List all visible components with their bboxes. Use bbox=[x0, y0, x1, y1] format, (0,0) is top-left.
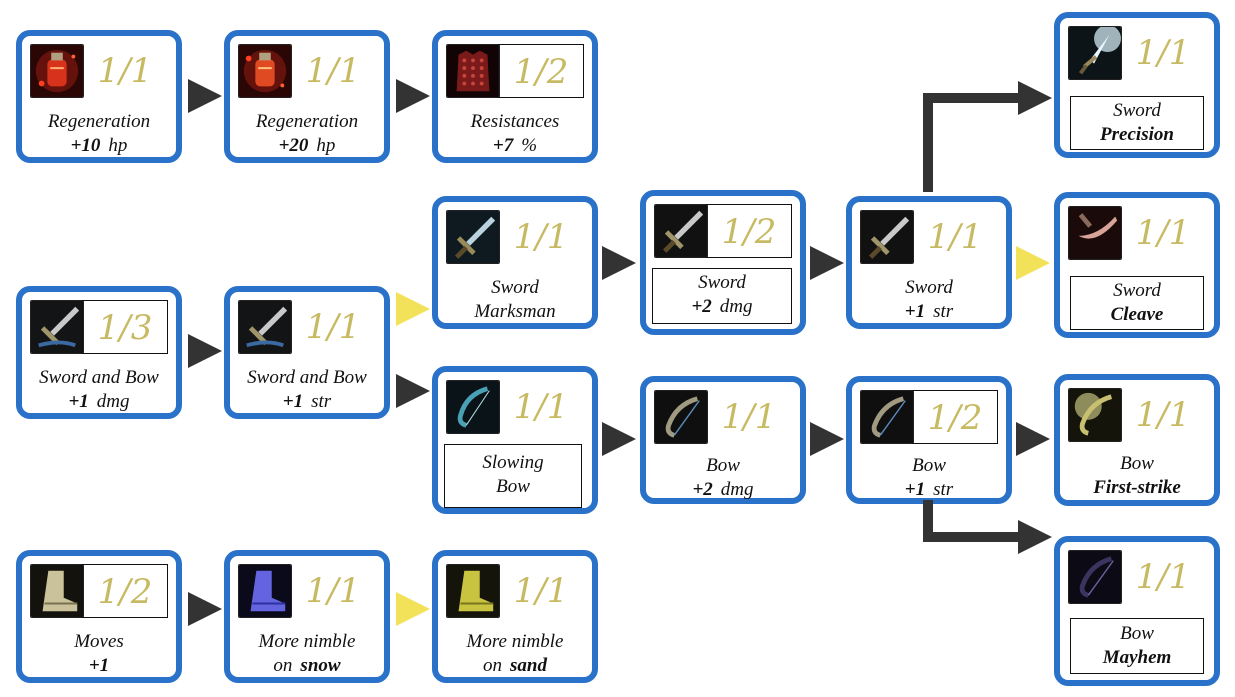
arrow-sword-str-to-cleave bbox=[1016, 246, 1050, 280]
skill-caption: More nimble on sand bbox=[466, 631, 564, 676]
skill-caption: Regeneration +10 hp bbox=[47, 111, 151, 156]
skill-caption: Slowing Bow bbox=[444, 444, 582, 508]
skill-caption: Resistances +7% bbox=[470, 111, 560, 156]
bow-icon bbox=[446, 380, 500, 434]
sword-icon bbox=[860, 210, 914, 264]
skill-level: 1/1 bbox=[1135, 213, 1191, 253]
arrow-slowing-bow-to-bow-dmg bbox=[602, 422, 636, 456]
skill-level: 1/2 bbox=[82, 564, 168, 618]
connector-sword-to-precision-vertical bbox=[923, 93, 933, 192]
arrow-swordbow-dmg-to-str bbox=[188, 334, 222, 368]
arrow-marksman-to-sword-dmg bbox=[602, 246, 636, 280]
regeneration-potion-icon bbox=[238, 44, 292, 98]
armor-icon bbox=[446, 44, 500, 98]
connector-sword-to-precision-horizontal bbox=[923, 93, 1021, 103]
sword-icon bbox=[446, 210, 500, 264]
node-sword-and-bow-strength[interactable]: 1/1 Sword and Bow +1 str bbox=[224, 286, 390, 419]
node-sword-marksman[interactable]: 1/1 Sword Marksman bbox=[432, 196, 598, 329]
skill-caption: Bow Mayhem bbox=[1070, 618, 1204, 674]
node-moves[interactable]: 1/2 Moves +1 bbox=[16, 550, 182, 683]
blue-boot-icon bbox=[238, 564, 292, 618]
glowing-bow-icon bbox=[1068, 388, 1122, 442]
sword-and-bow-icon bbox=[30, 300, 84, 354]
skill-level: 1/2 bbox=[498, 44, 584, 98]
sword-icon bbox=[654, 204, 708, 258]
arrow-moves-to-snow bbox=[188, 592, 222, 626]
skill-level: 1/1 bbox=[305, 571, 361, 611]
arrow-regen20-to-resist bbox=[396, 79, 430, 113]
skill-caption: Sword Cleave bbox=[1070, 276, 1204, 330]
glowing-sword-icon bbox=[1068, 26, 1122, 80]
curved-sword-icon bbox=[1068, 206, 1122, 260]
yellow-boot-icon bbox=[446, 564, 500, 618]
skill-level: 1/1 bbox=[513, 387, 569, 427]
node-sword-cleave[interactable]: 1/1 Sword Cleave bbox=[1054, 192, 1220, 338]
skill-caption: Sword +2 dmg bbox=[652, 268, 792, 324]
skill-level: 1/1 bbox=[927, 217, 983, 257]
skill-caption: Bow First-strike bbox=[1093, 453, 1181, 498]
node-regeneration-20[interactable]: 1/1 Regeneration +20 hp bbox=[224, 30, 390, 163]
skill-caption: Sword and Bow +1 dmg bbox=[39, 367, 159, 412]
arrow-bow-dmg-to-bow-str bbox=[810, 422, 844, 456]
arrow-to-bow-mayhem bbox=[1018, 520, 1052, 554]
skill-level: 1/1 bbox=[97, 51, 153, 91]
arrow-snow-to-sand bbox=[396, 592, 430, 626]
boot-icon bbox=[30, 564, 84, 618]
skill-level: 1/2 bbox=[912, 390, 998, 444]
node-regeneration-10[interactable]: 1/1 Regeneration +10 hp bbox=[16, 30, 182, 163]
node-sword-and-bow-damage[interactable]: 1/3 Sword and Bow +1 dmg bbox=[16, 286, 182, 419]
node-bow-strength[interactable]: 1/2 Bow +1 str bbox=[846, 376, 1012, 504]
skill-caption: Sword +1 str bbox=[904, 277, 954, 322]
skill-level: 1/1 bbox=[1135, 395, 1191, 435]
bow-icon bbox=[860, 390, 914, 444]
skill-level: 1/1 bbox=[513, 217, 569, 257]
connector-bow-to-mayhem-horizontal bbox=[923, 532, 1021, 542]
skill-caption: Moves +1 bbox=[74, 631, 124, 676]
node-bow-mayhem[interactable]: 1/1 Bow Mayhem bbox=[1054, 536, 1220, 686]
dark-bow-icon bbox=[1068, 550, 1122, 604]
connector-bow-to-mayhem-vertical bbox=[923, 500, 933, 542]
node-sword-strength[interactable]: 1/1 Sword +1 str bbox=[846, 196, 1012, 329]
skill-caption: Sword Precision bbox=[1070, 96, 1204, 150]
skill-level: 1/1 bbox=[513, 571, 569, 611]
skill-caption: Regeneration +20 hp bbox=[255, 111, 359, 156]
arrow-to-sword-precision bbox=[1018, 81, 1052, 115]
arrow-bow-str-to-first-strike bbox=[1016, 422, 1050, 456]
node-slowing-bow[interactable]: 1/1 Slowing Bow bbox=[432, 366, 598, 514]
skill-level: 1/3 bbox=[82, 300, 168, 354]
skill-caption: Bow +1 str bbox=[904, 455, 954, 500]
node-resistances[interactable]: 1/2 Resistances +7% bbox=[432, 30, 598, 163]
skill-caption: Sword Marksman bbox=[474, 277, 556, 322]
node-more-nimble-sand[interactable]: 1/1 More nimble on sand bbox=[432, 550, 598, 683]
skill-caption: More nimble on snow bbox=[258, 631, 356, 676]
skill-level: 1/2 bbox=[706, 204, 792, 258]
node-bow-first-strike[interactable]: 1/1 Bow First-strike bbox=[1054, 374, 1220, 506]
arrow-swordbow-to-slowing-bow bbox=[396, 374, 430, 408]
node-more-nimble-snow[interactable]: 1/1 More nimble on snow bbox=[224, 550, 390, 683]
skill-level: 1/1 bbox=[1135, 557, 1191, 597]
arrow-swordbow-to-marksman bbox=[396, 292, 430, 326]
skill-caption: Sword and Bow +1 str bbox=[247, 367, 367, 412]
arrow-regen10-to-regen20 bbox=[188, 79, 222, 113]
skill-level: 1/1 bbox=[305, 51, 361, 91]
skill-level: 1/1 bbox=[721, 397, 777, 437]
regeneration-potion-icon bbox=[30, 44, 84, 98]
arrow-sword-dmg-to-sword-str bbox=[810, 246, 844, 280]
skill-caption: Bow +2 dmg bbox=[692, 455, 754, 500]
bow-icon bbox=[654, 390, 708, 444]
node-sword-precision[interactable]: 1/1 Sword Precision bbox=[1054, 12, 1220, 158]
sword-and-bow-icon bbox=[238, 300, 292, 354]
skill-level: 1/1 bbox=[1135, 33, 1191, 73]
skill-level: 1/1 bbox=[305, 307, 361, 347]
node-bow-damage[interactable]: 1/1 Bow +2 dmg bbox=[640, 376, 806, 504]
node-sword-damage[interactable]: 1/2 Sword +2 dmg bbox=[640, 190, 806, 335]
